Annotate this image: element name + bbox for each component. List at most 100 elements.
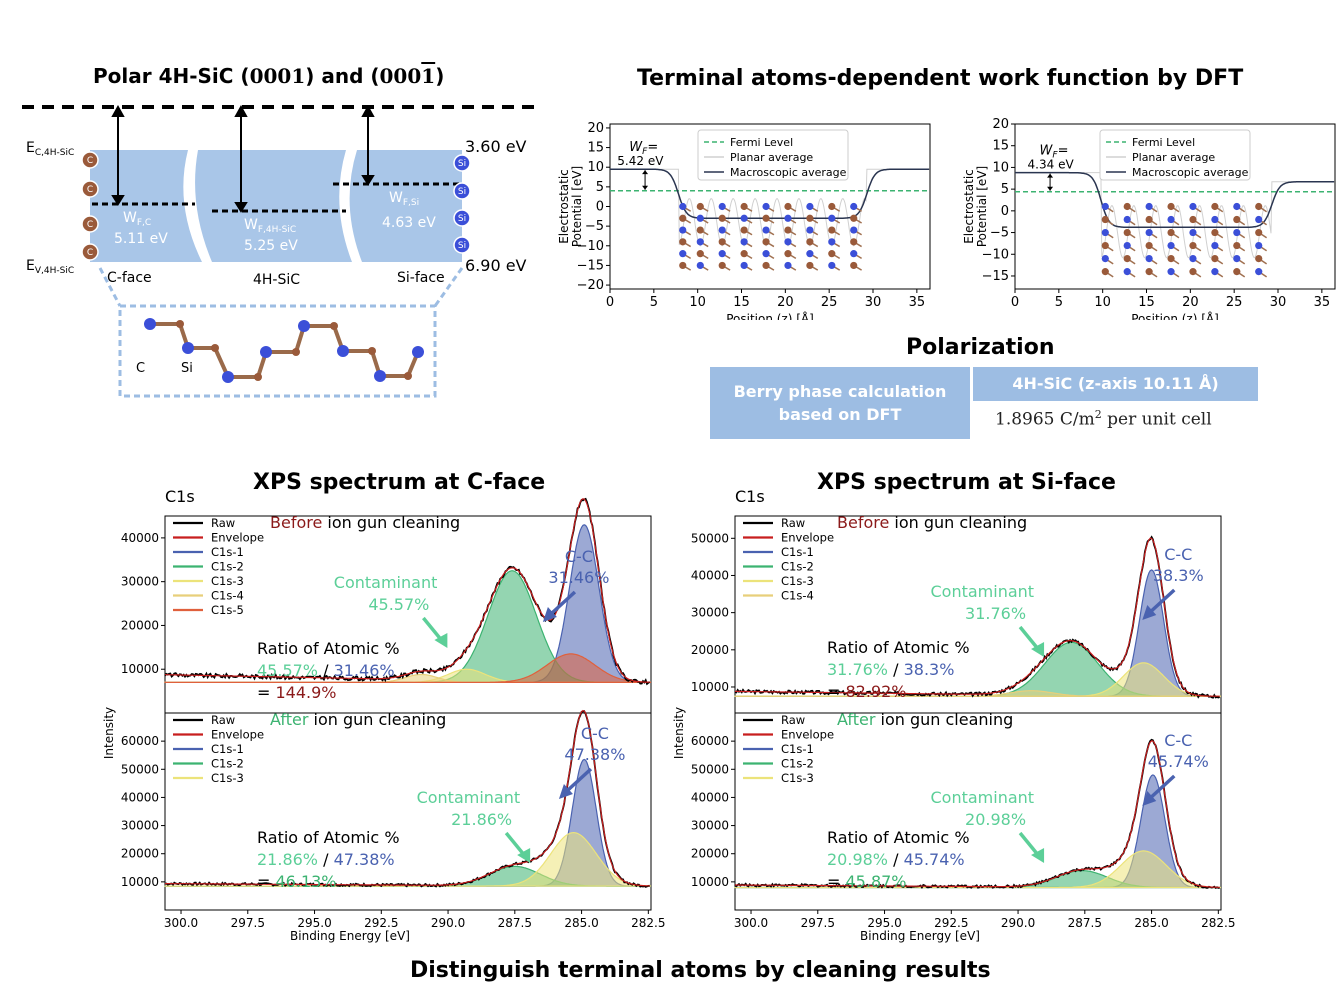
xps-component [164,653,652,683]
atom [1167,241,1175,250]
xps-legend-label: Raw [211,516,235,530]
xps-frame [734,712,1222,911]
xps-legend-label: C1s-2 [781,560,814,574]
xps-legend-label: C1s-5 [211,603,244,617]
dft-xlabel: Position (z) [Å] [726,311,814,320]
dft-xtick: 30 [865,295,882,310]
atom [784,261,792,270]
svg-text:C: C [87,220,93,230]
dft-title: Terminal atoms-dependent work function b… [637,66,1244,91]
dft-ylabel: ElectrostaticPotential [eV] [962,166,989,247]
atom [1233,241,1241,250]
atom [762,214,770,222]
atom [1189,202,1197,211]
xps-legend-label: C1s-2 [211,757,244,771]
contaminant-value: 45.57% [368,595,429,614]
xps-legend-label: Raw [211,713,235,727]
atom [718,214,726,222]
dft-ytick: 20 [992,117,1009,132]
xps-ytick: 50000 [691,762,729,776]
xps-legend-label: C1s-1 [211,545,244,559]
c-face-atoms [81,151,99,261]
atom [850,238,858,246]
atom [1101,228,1109,237]
xps-xtick: 282.5 [631,916,665,930]
xps-ytick: 20000 [121,618,159,632]
atom [1123,215,1131,224]
atom [1145,255,1153,263]
xps-ytick: 20000 [121,847,159,861]
xps-ytick: 10000 [691,680,729,694]
atom [828,202,836,211]
xps-panel-title: After ion gun cleaning [837,710,1013,729]
xps-legend-label: C1s-1 [781,545,814,559]
atom [1101,268,1109,276]
contaminant-label: Contaminant [930,788,1034,807]
atom [828,226,836,234]
wf4h-label: WF,4H-SiC [244,217,296,235]
ec-label: EC,4H-SiC [26,140,74,158]
ratio-result: = 46.13% [257,872,337,891]
atom [1101,241,1109,250]
cc-value: 47.38% [564,745,625,764]
xps-ytick: 40000 [121,531,159,545]
xps-frame [164,712,652,911]
xps-envelope [165,709,650,887]
bottom-title: Distinguish terminal atoms by cleaning r… [410,958,991,983]
atom [784,238,792,246]
atom [740,202,748,211]
atom [696,238,704,246]
atom [718,238,726,246]
xps-legend-label: C1s-1 [781,742,814,756]
xps-legend-label: C1s-4 [211,589,244,603]
xps-xtick: 292.5 [934,916,968,930]
svg-text:C: C [87,185,93,195]
dft-legend-label: Planar average [1132,151,1215,164]
atom [1145,228,1153,237]
atom [828,261,836,270]
cc-value: 45.74% [1148,752,1209,771]
xps-legend-label: Envelope [211,728,264,742]
xps-envelope [165,498,650,683]
dft-xtick: 5 [1055,295,1063,310]
dft-xtick: 35 [1314,295,1331,310]
xps-legend-label: Raw [781,516,805,530]
xps-ytick: 10000 [121,875,159,889]
atom [696,202,704,211]
dft-xtick: 10 [1094,295,1111,310]
atom [1145,241,1153,250]
dft-xtick: 25 [821,295,838,310]
svg-text:Si: Si [458,214,466,224]
dft-legend-label: Fermi Level [730,136,793,149]
atom [1101,255,1109,263]
svg-text:Si: Si [458,241,466,251]
atom [806,261,814,270]
xps-xtick: 300.0 [734,916,768,930]
dft-xtick: 0 [606,295,614,310]
xps-legend-label: C1s-3 [781,574,814,588]
dft-ytick: −5 [585,219,604,234]
xps-ytick: 30000 [121,819,159,833]
xps-xtick: 295.0 [297,916,331,930]
atom [1189,215,1197,224]
atom [806,202,814,211]
dft-xtick: 15 [733,295,750,310]
ratio-result: = 45.87% [827,872,907,891]
atom [1189,228,1197,237]
ratio-label: Ratio of Atomic % [257,639,400,658]
atom [1211,255,1219,263]
cc-value: 38.3% [1153,566,1204,585]
atom-c-label: C [87,156,93,166]
wf4h-value: 5.25 eV [244,238,298,254]
polarization-title: Polarization [906,335,1055,360]
atom [784,214,792,222]
band-diagram: C C C C Si Si Si Si EC,4H-SiC EV,4H-SiC … [22,104,540,398]
cc-value: 31.46% [548,568,609,587]
atom [679,261,687,270]
atom [762,261,770,270]
atom [1211,215,1219,224]
atom-si-label: Si [458,159,466,169]
wf-label: WF= [629,140,658,157]
atom [1189,241,1197,250]
atom [828,238,836,246]
